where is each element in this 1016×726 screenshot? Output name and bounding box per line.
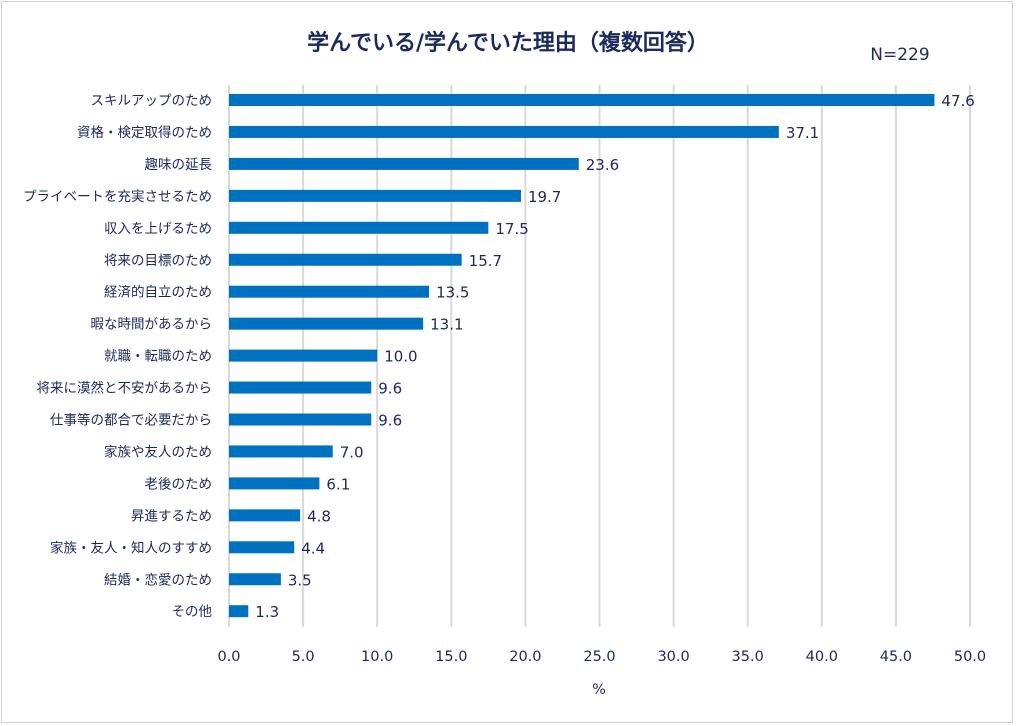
data-label: 19.7 [528, 188, 561, 206]
x-tick-label: 10.0 [361, 649, 393, 665]
bar [229, 477, 320, 490]
category-label: 資格・検定取得のため [77, 124, 212, 141]
x-tick-label: 0.0 [217, 649, 240, 665]
bar [229, 605, 249, 618]
category-label: 仕事等の都合で必要だから [50, 412, 212, 429]
category-label: 暇な時間があるから [91, 317, 213, 333]
data-label: 6.1 [326, 475, 350, 493]
bar [229, 413, 372, 426]
category-label: 家族・友人・知人のすすめ [50, 539, 212, 556]
data-label: 47.6 [941, 92, 974, 110]
bar [229, 541, 295, 554]
category-label: 収入を上げるため [104, 221, 212, 237]
bar [229, 221, 489, 234]
category-label: 家族や友人のため [104, 443, 212, 460]
data-label: 17.5 [495, 220, 528, 238]
data-label: 13.5 [436, 284, 469, 302]
category-label: 経済的自立のため [104, 285, 212, 301]
data-label: 4.8 [307, 507, 331, 525]
category-label: 将来の目標のため [104, 253, 212, 269]
bar [229, 125, 779, 138]
x-tick-label: 15.0 [435, 649, 467, 665]
x-tick-label: 20.0 [509, 649, 541, 665]
x-tick-label: 45.0 [880, 649, 912, 665]
x-axis-label: % [592, 682, 606, 698]
category-label: プライベートを充実させるため [23, 189, 212, 205]
category-label: 昇進するため [131, 508, 212, 524]
x-tick-label: 50.0 [954, 649, 986, 665]
data-label: 15.7 [469, 252, 502, 270]
data-label: 10.0 [384, 348, 417, 366]
category-label: その他 [172, 604, 213, 620]
x-tick-label: 30.0 [657, 649, 689, 665]
bar [229, 349, 378, 362]
bar [229, 285, 430, 298]
data-label: 9.6 [378, 380, 402, 398]
data-label: 37.1 [786, 124, 819, 142]
bar [229, 253, 462, 266]
category-label: 将来に漠然と不安があるから [37, 380, 213, 397]
category-label: スキルアップのため [91, 93, 213, 109]
data-label: 23.6 [586, 156, 619, 174]
x-tick-label: 40.0 [806, 649, 838, 665]
data-label: 4.4 [301, 539, 325, 557]
category-label: 就職・転職のため [104, 349, 212, 365]
category-label: 老後のため [145, 476, 213, 492]
data-label: 1.3 [255, 603, 279, 621]
x-tick-label: 5.0 [292, 649, 315, 665]
sample-size-annotation: N=229 [870, 45, 929, 65]
category-label: 結婚・恋愛のため [104, 571, 212, 588]
bar [229, 445, 333, 458]
data-label: 3.5 [288, 571, 312, 589]
chart-title: 学んでいる/学んでいた理由（複数回答） [307, 30, 709, 56]
x-tick-label: 35.0 [732, 649, 764, 665]
bar [229, 189, 521, 202]
bar [229, 381, 372, 394]
bar [229, 317, 424, 330]
bar [229, 509, 301, 522]
data-label: 9.6 [378, 412, 402, 430]
category-label: 趣味の延長 [145, 157, 213, 173]
bar [229, 94, 935, 106]
data-label: 13.1 [430, 316, 463, 334]
data-label: 7.0 [340, 443, 364, 461]
bar [229, 157, 579, 170]
x-tick-label: 25.0 [583, 649, 615, 665]
bar [229, 573, 281, 586]
